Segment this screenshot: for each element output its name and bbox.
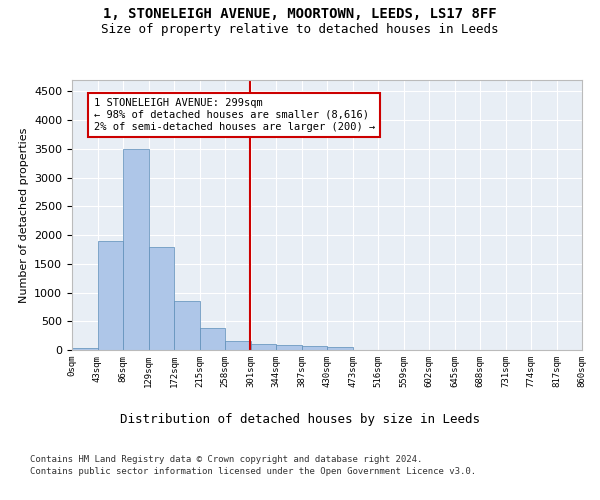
Bar [123, 149, 149, 350]
Text: Distribution of detached houses by size in Leeds: Distribution of detached houses by size … [120, 412, 480, 426]
Bar [327, 347, 353, 350]
Bar [302, 346, 327, 350]
Bar [276, 345, 302, 350]
Text: Contains HM Land Registry data © Crown copyright and database right 2024.: Contains HM Land Registry data © Crown c… [30, 455, 422, 464]
Text: 1, STONELEIGH AVENUE, MOORTOWN, LEEDS, LS17 8FF: 1, STONELEIGH AVENUE, MOORTOWN, LEEDS, L… [103, 8, 497, 22]
Bar [72, 348, 97, 350]
Bar [174, 301, 199, 350]
Text: Contains public sector information licensed under the Open Government Licence v3: Contains public sector information licen… [30, 468, 476, 476]
Text: Size of property relative to detached houses in Leeds: Size of property relative to detached ho… [101, 22, 499, 36]
Bar [251, 344, 276, 350]
Text: 1 STONELEIGH AVENUE: 299sqm
← 98% of detached houses are smaller (8,616)
2% of s: 1 STONELEIGH AVENUE: 299sqm ← 98% of det… [94, 98, 375, 132]
Y-axis label: Number of detached properties: Number of detached properties [19, 128, 29, 302]
Bar [199, 328, 225, 350]
Bar [97, 241, 123, 350]
Bar [149, 246, 174, 350]
Bar [225, 341, 251, 350]
